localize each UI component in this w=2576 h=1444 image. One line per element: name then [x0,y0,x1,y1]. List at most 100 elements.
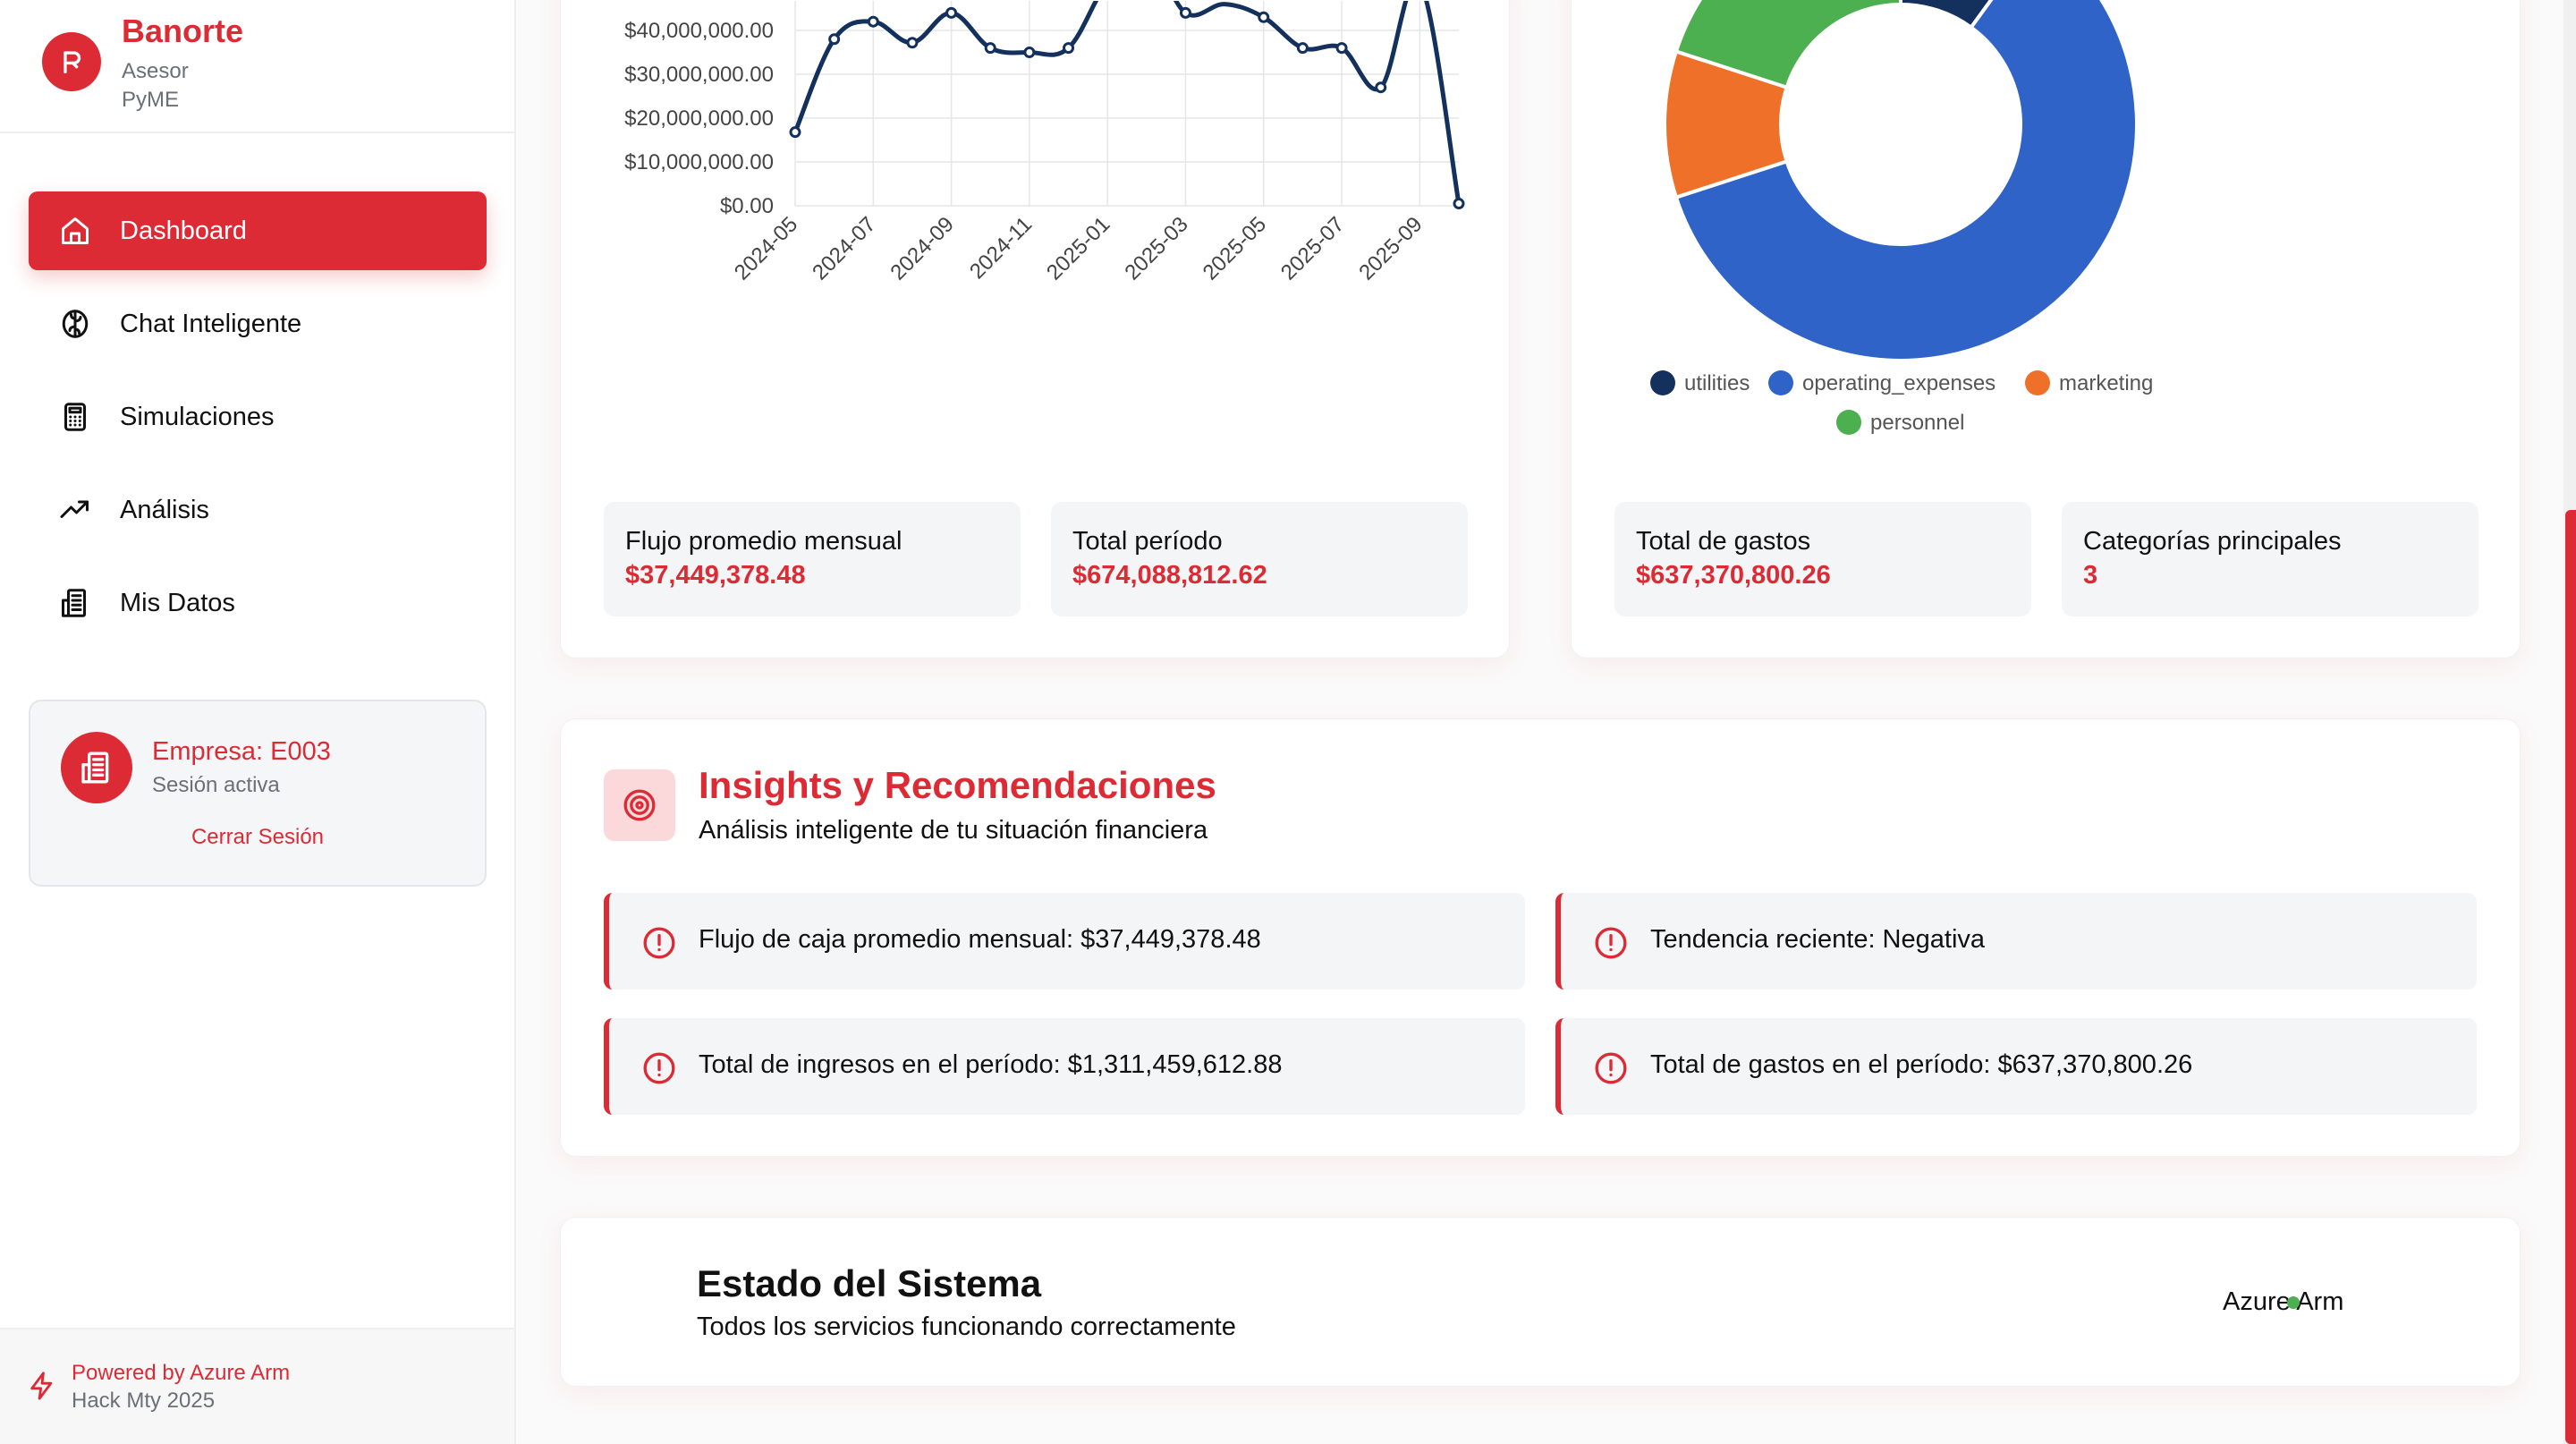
powered-by-text: Powered by Azure Arm [72,1361,291,1385]
status-dot [2287,1296,2300,1309]
service-name: Azure Arm [2223,1287,2344,1316]
stat-label: Total de gastos [1636,527,1811,556]
stat-label: Flujo promedio mensual [625,527,902,556]
event-text: Hack Mty 2025 [72,1389,216,1413]
data-point [1453,198,1465,210]
alert-circle-icon [1593,925,1629,961]
y-tick-label: $30,000,000.00 [624,63,774,87]
y-tick-label: $40,000,000.00 [624,19,774,43]
data-point [1296,42,1309,55]
x-tick-label: 2025-03 [1120,212,1192,285]
insight-item: Total de ingresos en el período: $1,311,… [604,1018,1525,1115]
sidebar-item-label: Dashboard [120,216,247,245]
sidebar-item-analisis[interactable]: Análisis [29,471,487,549]
insight-item: Flujo de caja promedio mensual: $37,449,… [604,893,1525,990]
session-status: Sesión activa [152,773,280,797]
data-point [906,37,919,49]
legend-swatch [1650,370,1675,395]
alert-circle-icon [641,1050,677,1086]
stat-value: $37,449,378.48 [625,561,806,590]
scrollbar-thumb[interactable] [2565,510,2576,1444]
cashflow-line-chart: $0.00 $10,000,000.00 $20,000,000.00 $30,000… [624,1,1465,285]
building-icon [57,585,93,621]
sidebar-nav: Dashboard Chat Inteligente Simulaciones [29,191,487,657]
donut-slice-operating_expenses [1674,0,2139,362]
expenses-donut-chart: utilities operating_expenses marketing pers… [1650,0,2153,435]
x-tick-label: 2024-11 [965,212,1037,284]
building-icon [61,732,132,803]
stat-value: 3 [2083,561,2098,590]
powered-footer: Powered by Azure Arm Hack Mty 2025 [0,1328,514,1444]
data-point [984,42,996,55]
lightning-icon [27,1371,59,1403]
x-tick-label: 2025-07 [1276,212,1349,285]
company-name: Empresa: E003 [152,737,331,766]
sidebar-item-label: Análisis [120,495,209,524]
insight-text: Total de gastos en el período: $637,370,… [1650,1050,2193,1079]
banorte-logo-icon [42,32,101,91]
insights-title: Insights y Recomendaciones [699,764,1216,806]
legend-label: personnel [1870,411,1964,435]
data-point [1023,47,1036,58]
y-tick-label: $20,000,000.00 [624,106,774,131]
company-card: Empresa: E003 Sesión activa Cerrar Sesió… [29,700,487,887]
stat-avg-monthly: Flujo promedio mensual $37,449,378.48 [604,502,1021,616]
legend-label: utilities [1684,371,1750,395]
data-point [1258,11,1270,23]
sidebar-item-simulaciones[interactable]: Simulaciones [29,378,487,456]
stat-value: $637,370,800.26 [1636,561,1831,590]
insight-text: Flujo de caja promedio mensual: $37,449,… [699,925,1261,954]
x-tick-label: 2025-01 [1042,212,1114,285]
system-title: Estado del Sistema [697,1262,1042,1304]
trending-up-icon [57,492,93,528]
x-tick-label: 2025-05 [1199,212,1271,285]
insight-text: Tendencia reciente: Negativa [1650,925,1986,954]
data-point [828,33,841,46]
brand-name: Banorte [122,13,244,49]
x-tick-label: 2024-07 [808,212,880,285]
data-point [945,6,958,19]
stat-total-period: Total período $674,088,812.62 [1051,502,1468,616]
legend-label: marketing [2059,371,2153,395]
system-status-card: Estado del Sistema Todos los servicios f… [560,1217,2521,1387]
logout-link[interactable]: Cerrar Sesión [191,825,325,849]
insight-text: Total de ingresos en el período: $1,311,… [699,1050,1283,1079]
y-tick-label: $0.00 [720,194,774,218]
cashflow-card: $0.00 $10,000,000.00 $20,000,000.00 $30,000… [560,0,1510,658]
data-point [1335,42,1348,55]
stat-total-expenses: Total de gastos $637,370,800.26 [1614,502,2031,616]
sidebar-item-dashboard[interactable]: Dashboard [29,191,487,270]
sidebar-item-label: Chat Inteligente [120,309,302,338]
brain-icon [57,306,93,342]
legend-swatch [2025,370,2050,395]
data-point [1375,81,1387,94]
legend-swatch [1836,410,1861,435]
insight-item: Tendencia reciente: Negativa [1555,893,2477,990]
y-tick-label: $10,000,000.00 [624,150,774,174]
sidebar: Banorte Asesor PyME Dashboard Chat Intel… [0,0,516,1444]
system-subtitle: Todos los servicios funcionando correcta… [697,1312,1236,1341]
stat-main-categories: Categorías principales 3 [2062,502,2479,616]
home-icon [57,213,93,249]
data-point [1063,42,1075,55]
brand-header: Banorte Asesor PyME [0,0,514,133]
target-icon [604,769,675,841]
stat-label: Categorías principales [2083,527,2342,556]
calculator-icon [57,399,93,435]
data-point [789,126,801,139]
alert-circle-icon [641,925,677,961]
sidebar-item-label: Mis Datos [120,588,235,617]
sidebar-item-chat[interactable]: Chat Inteligente [29,285,487,363]
stat-label: Total período [1072,527,1223,556]
sidebar-item-mis-datos[interactable]: Mis Datos [29,564,487,642]
stat-value: $674,088,812.62 [1072,561,1267,590]
donut-slice-personnel [1674,0,1902,90]
sidebar-item-label: Simulaciones [120,402,275,431]
brand-subtitle: Asesor PyME [122,59,189,112]
alert-circle-icon [1593,1050,1629,1086]
data-point [1179,6,1191,19]
x-tick-label: 2025-09 [1354,212,1427,285]
legend-label: operating_expenses [1802,371,1996,395]
data-point [867,15,879,28]
expenses-card: utilities operating_expenses marketing pers… [1571,0,2521,658]
